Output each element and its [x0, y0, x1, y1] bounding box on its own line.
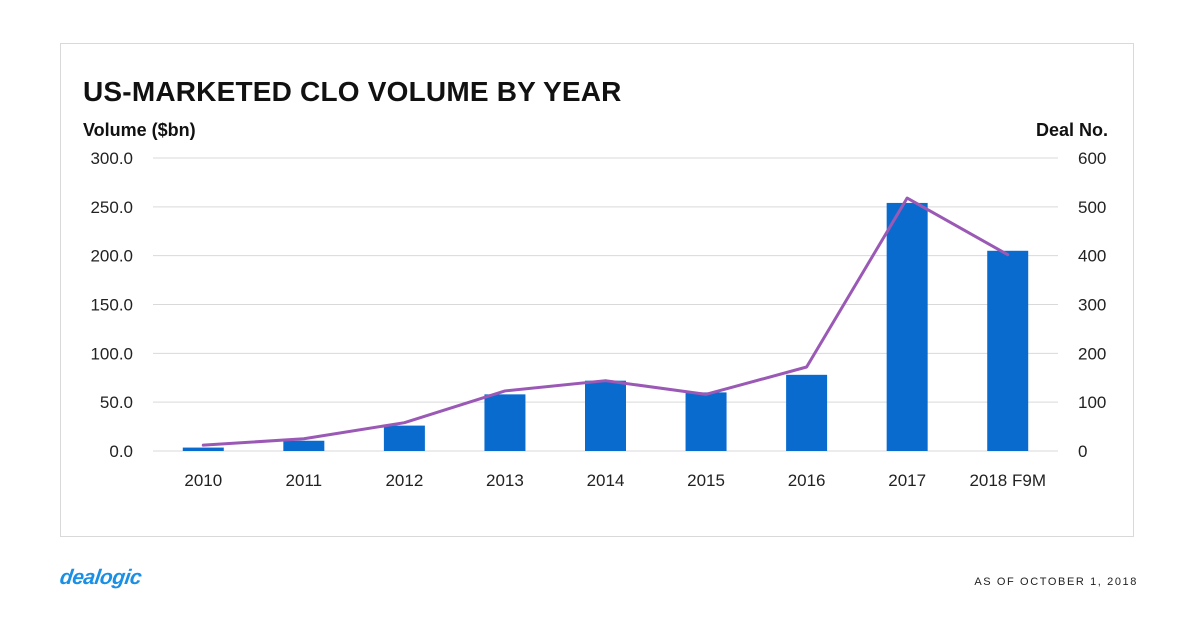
bar — [685, 392, 727, 451]
y-tick-label-right: 0 — [1078, 442, 1087, 461]
y-tick-label-left: 200.0 — [90, 247, 133, 266]
line-series — [201, 196, 1010, 447]
bar — [383, 425, 425, 451]
y-tick-label-left: 0.0 — [109, 442, 133, 461]
x-tick-label: 2011 — [286, 471, 323, 490]
dealogic-logo: dealogic — [58, 566, 143, 589]
bar-series — [182, 202, 1029, 451]
x-tick-label: 2017 — [888, 471, 926, 490]
y-tick-label-right: 300 — [1078, 296, 1106, 315]
y-tick-label-right: 200 — [1078, 344, 1106, 363]
y-ticks-right: 0 100 200 300 400 500 600 — [1078, 149, 1106, 461]
y-tick-label-right: 400 — [1078, 247, 1106, 266]
y-tick-label-left: 50.0 — [100, 393, 133, 412]
x-tick-label: 2018 F9M — [969, 471, 1046, 490]
x-tick-label: 2016 — [788, 471, 826, 490]
y-tick-label-left: 250.0 — [90, 198, 133, 217]
chart-panel — [60, 43, 1134, 537]
x-ticks: 2010 2011 2012 2013 2014 2015 2016 2017 2018 F9M — [184, 471, 1046, 490]
bar — [484, 394, 526, 451]
y-tick-label-left: 300.0 — [90, 149, 133, 168]
x-tick-label: 2014 — [587, 471, 625, 490]
bar — [786, 374, 828, 451]
y-tick-label-left: 150.0 — [90, 296, 133, 315]
x-tick-label: 2010 — [184, 471, 222, 490]
bar — [987, 250, 1029, 451]
x-tick-label: 2013 — [486, 471, 524, 490]
chart-title: US-MARKETED CLO VOLUME BY YEAR — [83, 76, 622, 107]
y-tick-label-right: 100 — [1078, 393, 1106, 412]
y-axis-right-label: Deal No. — [1035, 120, 1108, 140]
x-tick-label: 2012 — [385, 471, 423, 490]
y-axis-left-label: Volume ($bn) — [83, 120, 196, 140]
y-tick-label-right: 500 — [1078, 198, 1106, 217]
as-of-date: AS OF OCTOBER 1, 2018 — [974, 576, 1138, 588]
bar — [283, 440, 325, 451]
y-tick-label-left: 100.0 — [90, 344, 133, 363]
bar — [585, 380, 626, 451]
bar — [886, 202, 928, 451]
bar — [182, 447, 224, 451]
x-tick-label: 2015 — [687, 471, 725, 490]
y-tick-label-right: 600 — [1078, 149, 1106, 168]
y-ticks-left: 0.0 50.0 100.0 150.0 200.0 250.0 300.0 — [90, 149, 133, 461]
